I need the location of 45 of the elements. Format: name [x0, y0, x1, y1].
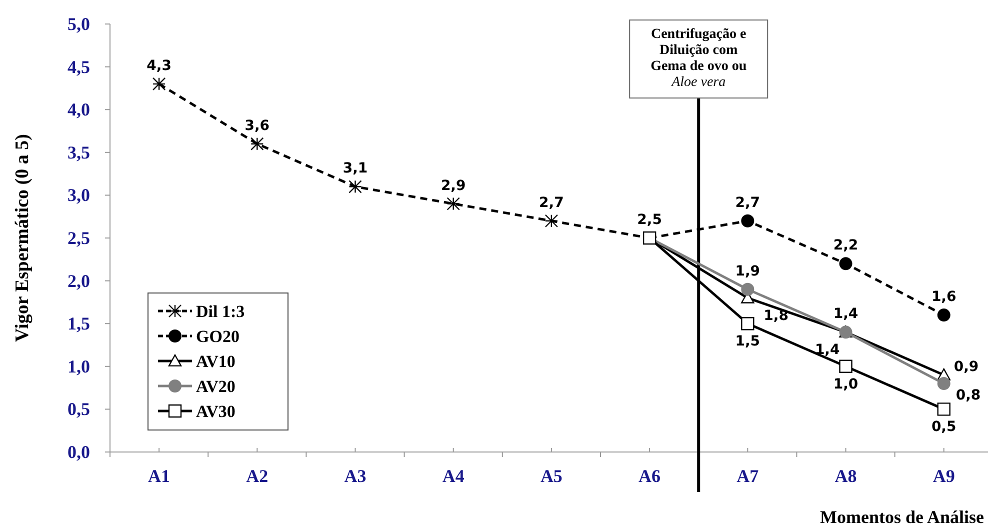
- x-tick-label: A5: [540, 466, 562, 486]
- data-label: 0,9: [954, 358, 979, 375]
- data-label: 2,9: [440, 178, 466, 194]
- y-tick-label: 2,0: [68, 270, 90, 291]
- data-label: 2,7: [539, 194, 564, 211]
- data-label: 0,5: [931, 419, 956, 436]
- y-tick-label: 4,5: [68, 56, 90, 77]
- legend-label: Dil 1:3: [196, 302, 245, 321]
- x-tick-label: A1: [148, 466, 170, 486]
- data-label: 4,3: [146, 58, 172, 74]
- x-tick-label: A2: [246, 466, 268, 486]
- x-tick-label: A4: [442, 466, 464, 486]
- y-tick-label: 1,5: [68, 314, 90, 334]
- data-label: 2,5: [637, 212, 662, 228]
- legend-label: AV10: [196, 352, 236, 371]
- y-tick-label: 1,0: [68, 356, 90, 376]
- x-tick-label: A8: [834, 466, 857, 486]
- y-tick-label: 3,0: [68, 185, 90, 206]
- x-tick-label: A6: [638, 466, 661, 486]
- y-axis-title: Vigor Espermático (0 a 5): [12, 134, 33, 342]
- y-tick-label: 0,0: [68, 442, 90, 462]
- x-tick-label: A9: [932, 466, 955, 486]
- data-label: 2,2: [833, 238, 858, 254]
- data-label: 1,5: [735, 334, 760, 350]
- y-tick-label: 4,0: [68, 100, 90, 120]
- y-tick-label: 3,5: [68, 142, 90, 162]
- data-label: 1,0: [833, 376, 858, 392]
- y-tick-label: 2,5: [68, 228, 90, 248]
- y-tick-label: 5,0: [68, 14, 90, 34]
- data-label: 2,7: [735, 194, 760, 211]
- data-label: 3,6: [244, 118, 270, 134]
- data-label: 1,6: [931, 289, 956, 306]
- data-label: 1,4: [833, 306, 858, 322]
- data-label: 0,8: [956, 388, 981, 404]
- data-label: 1,4: [814, 342, 840, 358]
- legend-label: AV30: [196, 402, 236, 421]
- y-tick-label: 0,5: [68, 399, 90, 420]
- data-label: 3,1: [342, 160, 368, 177]
- x-tick-label: A3: [344, 466, 366, 486]
- data-label: 1,9: [735, 263, 760, 280]
- x-tick-label: A7: [736, 466, 759, 486]
- legend-label: GO20: [196, 327, 240, 346]
- annotation: Centrifugação e Diluição com Gema de ovo ou Aloe vera: [650, 27, 747, 90]
- x-axis-title: Momentos de Análise: [820, 507, 984, 527]
- legend-label: AV20: [196, 377, 236, 396]
